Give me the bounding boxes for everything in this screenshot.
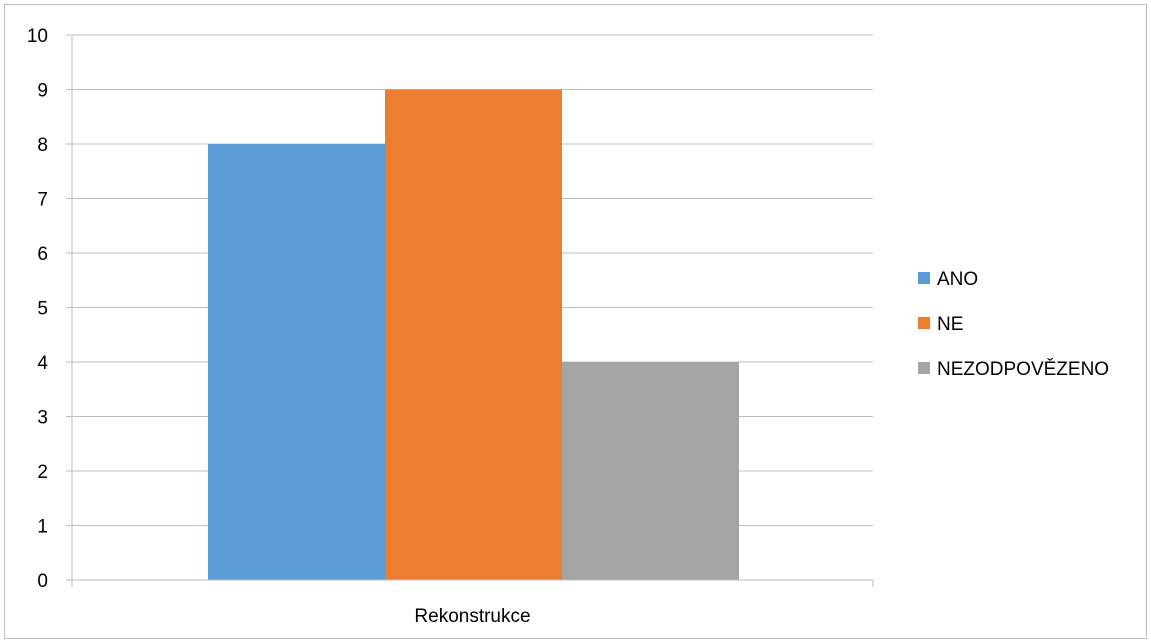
y-tick-label: 4 — [37, 353, 48, 374]
y-tick-label: 5 — [37, 299, 48, 320]
y-tick-label: 1 — [37, 517, 48, 538]
y-tick-label: 7 — [37, 190, 48, 211]
y-tick-label: 0 — [37, 571, 48, 592]
legend-swatch-ne — [918, 317, 930, 329]
y-tick-label: 8 — [37, 135, 48, 156]
bar-ne — [385, 89, 562, 580]
legend-swatch-nezodpovězeno — [918, 362, 930, 374]
legend: ANO NE NEZODPOVĚZENO — [918, 269, 1109, 380]
bars — [208, 89, 739, 580]
legend-label-nezodpovězeno: NEZODPOVĚZENO — [937, 358, 1109, 380]
y-tick-label: 10 — [27, 26, 48, 47]
y-tick-labels: 0 1 2 3 4 5 6 7 8 9 10 — [27, 26, 49, 592]
legend-swatch-ano — [918, 272, 930, 284]
x-tick-labels: Rekonstrukce — [414, 606, 530, 627]
x-tick-label: Rekonstrukce — [414, 606, 530, 627]
legend-label-ano: ANO — [937, 269, 978, 290]
y-tick-label: 9 — [37, 81, 48, 102]
legend-label-ne: NE — [937, 314, 963, 335]
bar-ano — [208, 144, 385, 580]
y-tick-label: 2 — [37, 462, 48, 483]
y-tick-label: 6 — [37, 244, 48, 265]
axes — [66, 34, 874, 587]
bar-nezodpovězeno — [562, 362, 739, 580]
y-tick-label: 3 — [37, 408, 48, 429]
